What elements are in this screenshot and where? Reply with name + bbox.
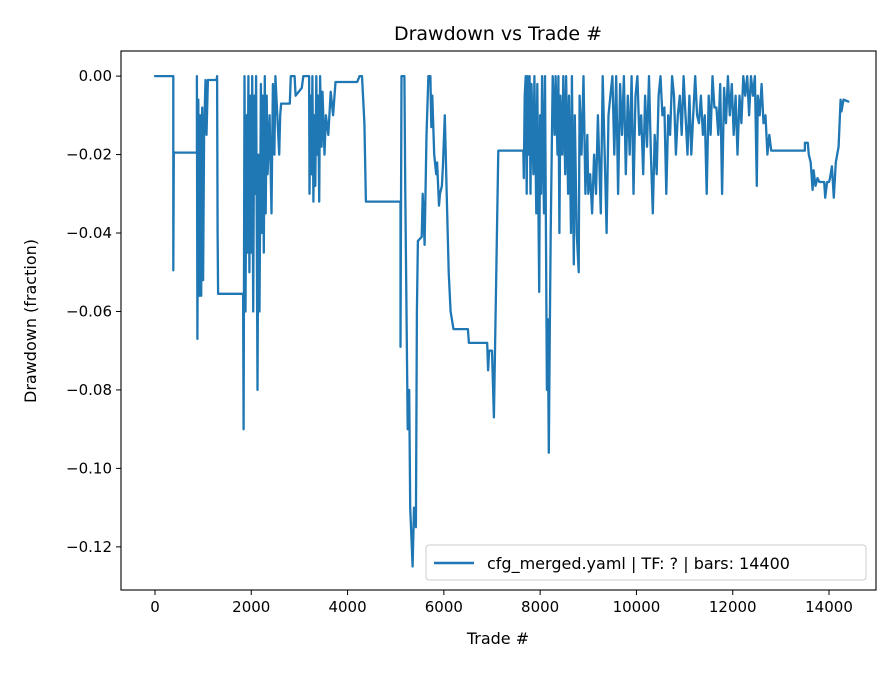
legend: cfg_merged.yaml | TF: ? | bars: 14400 — [425, 544, 867, 581]
y-tick-label: −0.08 — [66, 381, 112, 399]
series-line — [153, 74, 850, 568]
x-tick-label: 4000 — [328, 598, 366, 616]
legend-label: cfg_merged.yaml | TF: ? | bars: 14400 — [487, 554, 790, 574]
x-tick-label: 14000 — [805, 598, 853, 616]
x-tick-label: 8000 — [521, 598, 559, 616]
x-tick-label: 6000 — [425, 598, 463, 616]
y-tick-label: −0.04 — [66, 224, 112, 242]
y-tick-label: −0.06 — [66, 302, 112, 320]
y-tick-label: −0.10 — [66, 459, 112, 477]
series-layer — [153, 74, 850, 568]
axes-frame — [120, 50, 877, 591]
x-tick-label: 2000 — [232, 598, 270, 616]
x-tick-label: 12000 — [709, 598, 757, 616]
legend-box — [425, 544, 867, 581]
y-tick-label: −0.02 — [66, 146, 112, 164]
y-tick-label: 0.00 — [79, 67, 112, 85]
x-tick-label: 10000 — [613, 598, 661, 616]
x-axis-label: Trade # — [466, 629, 529, 648]
chart-title: Drawdown vs Trade # — [394, 23, 602, 45]
x-tick-label: 0 — [150, 598, 160, 616]
y-axis-label: Drawdown (fraction) — [21, 239, 40, 403]
axis-ticks: 0 2000 4000 6000 8000 10000 12000 14000 0.00 −0.0… — [66, 67, 853, 616]
y-tick-label: −0.12 — [66, 538, 112, 556]
